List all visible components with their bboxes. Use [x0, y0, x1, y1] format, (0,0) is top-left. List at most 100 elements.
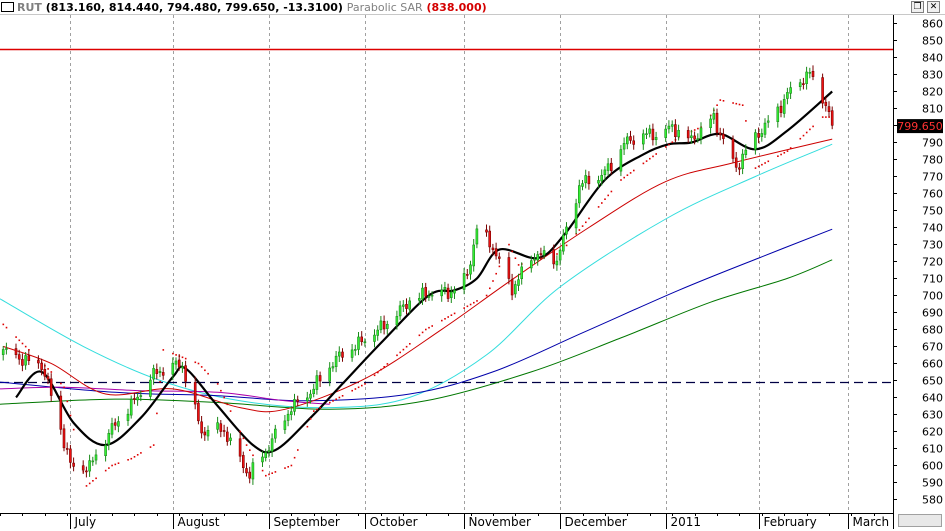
candle-body [5, 348, 8, 350]
candle-up [126, 408, 130, 426]
sar-dot [338, 396, 341, 399]
sar-dot [809, 128, 811, 131]
series-color-swatch[interactable] [1, 2, 14, 12]
candle-body [760, 133, 764, 137]
sar-dot [441, 319, 443, 322]
candle-body [805, 71, 808, 84]
candle-up [766, 115, 770, 128]
sar-dot [265, 474, 267, 477]
sar-dot [88, 482, 91, 485]
close-window-button[interactable]: ✕ [927, 1, 940, 13]
candle-down [133, 392, 136, 405]
candle-down [27, 350, 31, 365]
candle-body [718, 132, 722, 135]
horizontal-scrollbar[interactable] [898, 514, 942, 527]
candle-down [62, 424, 66, 452]
last-price-label-bg [897, 119, 943, 134]
candle-body [577, 185, 581, 204]
candle-up [267, 445, 271, 458]
candle-body [238, 438, 242, 457]
candle-up [206, 425, 210, 441]
candle-body [273, 428, 277, 439]
candle-body [81, 465, 85, 471]
candle-body [465, 274, 469, 276]
sar-dot [610, 190, 613, 193]
y-tick-label: 750 [922, 205, 943, 218]
sar-dot [216, 383, 219, 385]
ma-line-ma-blue [0, 228, 833, 402]
candle-down [43, 363, 47, 381]
sar-dot [114, 463, 117, 466]
candle-down [59, 390, 63, 435]
sar-dot [306, 425, 309, 428]
candle-body [110, 423, 114, 435]
candle-body [798, 82, 802, 87]
price-chart[interactable]: July August September October November Decemb… [0, 15, 945, 531]
candle-body [49, 378, 53, 396]
candle-body [24, 355, 27, 366]
y-tick-label: 590 [922, 477, 943, 490]
sar-dot [777, 155, 779, 157]
candle-body [216, 422, 219, 430]
candle-down [510, 273, 514, 301]
candle-up [513, 280, 517, 298]
candle-up [117, 416, 120, 433]
candle-body [17, 354, 21, 360]
candle-body [802, 83, 805, 85]
sar-dot [764, 162, 766, 164]
sar-dot [450, 314, 453, 316]
restore-window-button[interactable]: ❐ [911, 1, 924, 13]
sar-dot [354, 388, 357, 390]
candle-up [94, 449, 98, 465]
candle-down [155, 363, 159, 380]
candle-body [283, 420, 287, 430]
month-label: March [853, 515, 890, 529]
candle-body [46, 376, 50, 380]
candle-body [738, 167, 741, 170]
candle-body [318, 375, 322, 382]
candle-body [149, 379, 152, 397]
sar-dot [655, 153, 657, 155]
candle-body [446, 287, 450, 299]
candle-body [353, 349, 357, 351]
grid-layer [70, 15, 849, 513]
candle-body [552, 249, 556, 265]
candle-up [283, 415, 287, 434]
sar-dot [418, 334, 421, 337]
indicator-value: (838.000) [426, 1, 487, 14]
candle-body [40, 362, 43, 370]
candle-up [517, 273, 520, 291]
sar-dot [249, 449, 251, 451]
sar-dot [514, 257, 517, 259]
candle-body [286, 413, 290, 421]
candle-down [491, 243, 495, 256]
sar-dot [380, 368, 382, 371]
candle-body [581, 183, 584, 187]
candle-up [536, 251, 540, 266]
candle-body [357, 336, 360, 350]
candle-body [334, 355, 338, 368]
candle-body [331, 366, 335, 369]
candle-body [382, 320, 386, 330]
candle-body [722, 133, 725, 139]
candle-down [203, 427, 207, 441]
candle-up [337, 346, 341, 362]
candle-body [133, 398, 136, 400]
candle-body [293, 399, 296, 412]
candle-body [113, 422, 117, 426]
candle-up [584, 169, 588, 189]
sar-dot [2, 323, 5, 326]
sar-dot [620, 179, 622, 181]
sar-dot [239, 430, 241, 433]
candle-up [574, 198, 578, 234]
candle-down [248, 466, 251, 484]
candle-down [184, 360, 187, 388]
y-tick-label: 660 [922, 358, 943, 371]
candle-up [171, 357, 175, 381]
candle-up [798, 78, 802, 91]
candle-body [555, 260, 559, 266]
candle-up [581, 180, 584, 191]
candle-body [709, 118, 712, 128]
sar-dot [373, 374, 376, 377]
candle-down [827, 101, 831, 117]
